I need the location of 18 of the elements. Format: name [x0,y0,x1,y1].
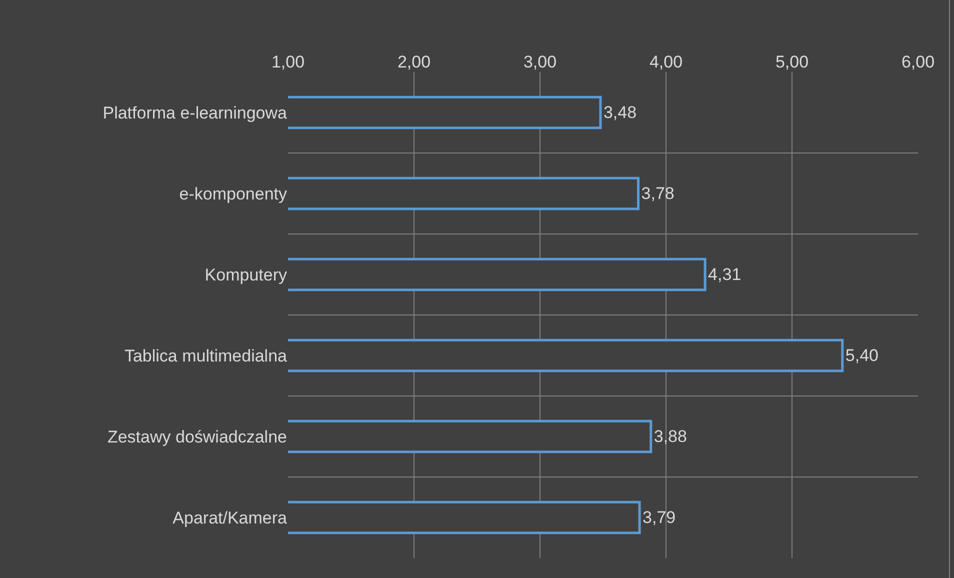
data-label: 3,78 [641,184,674,203]
data-label: 4,31 [708,265,742,284]
y-tick-label: e-komponenty [179,184,288,204]
x-tick-label: 4,00 [649,52,683,72]
data-label: 3,79 [642,508,676,527]
x-tick-label: 5,00 [775,52,809,72]
data-label: 5,40 [845,346,878,365]
y-tick-label: Tablica multimedialna [124,346,288,366]
data-label: 3,88 [654,427,687,446]
x-tick-label: 3,00 [523,52,557,72]
x-tick-label: 2,00 [397,52,431,72]
data-label: 3,48 [603,103,637,122]
y-tick-label: Zestawy doświadczalne [107,427,287,446]
y-tick-label: Aparat/Kamera [172,508,288,528]
x-tick-label: 6,00 [901,52,935,72]
x-tick-label: 1,00 [271,52,305,72]
y-tick-label: Platforma e-learningowa [102,103,288,122]
y-tick-label: Komputery [204,265,288,284]
